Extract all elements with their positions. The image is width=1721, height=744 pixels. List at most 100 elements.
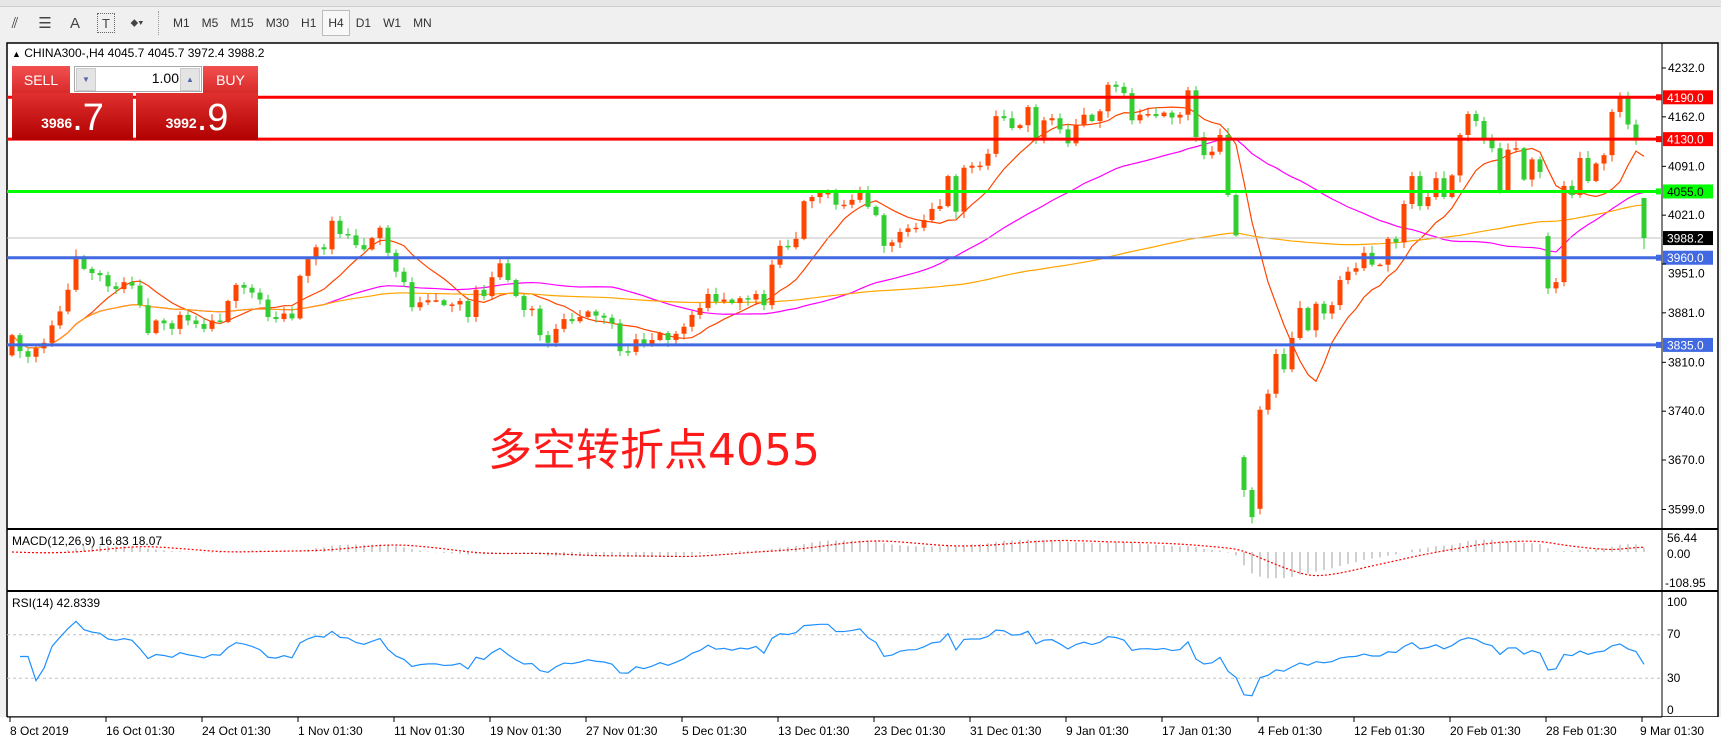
candle bbox=[369, 236, 375, 251]
candle-body bbox=[1089, 114, 1095, 122]
candle-body bbox=[1201, 137, 1207, 156]
candle-body bbox=[913, 227, 919, 230]
buy-button[interactable]: BUY bbox=[203, 66, 258, 94]
candle-body bbox=[1425, 197, 1431, 207]
candle-body bbox=[1329, 305, 1335, 314]
candle-body bbox=[1561, 185, 1567, 283]
candle-body bbox=[1033, 107, 1039, 138]
lot-increase-button[interactable]: ▲ bbox=[180, 68, 200, 91]
text-label-icon[interactable]: T bbox=[97, 13, 115, 33]
candle-body bbox=[89, 268, 95, 274]
price-axis-label: 4091.0 bbox=[1668, 159, 1705, 173]
lot-size-value[interactable]: 1.00 bbox=[151, 70, 179, 86]
candle bbox=[753, 290, 759, 306]
level-handle bbox=[1656, 94, 1662, 101]
candle-body bbox=[1361, 252, 1367, 269]
candle-body bbox=[505, 263, 511, 281]
candle-body bbox=[561, 319, 567, 329]
candle-body bbox=[617, 323, 623, 352]
candle bbox=[217, 313, 223, 324]
candle bbox=[897, 228, 903, 248]
candle-body bbox=[289, 313, 295, 319]
timeframe-h1[interactable]: H1 bbox=[301, 16, 317, 30]
candle bbox=[553, 323, 559, 347]
candle-body bbox=[145, 305, 151, 334]
candle-body bbox=[889, 242, 895, 246]
candle-body bbox=[1401, 204, 1407, 243]
timeframe-mn[interactable]: MN bbox=[413, 16, 432, 30]
candle bbox=[353, 229, 359, 248]
timeframe-m30[interactable]: M30 bbox=[265, 16, 290, 30]
candle-body bbox=[1217, 134, 1223, 152]
candle-body bbox=[1577, 157, 1583, 195]
candle-body bbox=[369, 238, 375, 250]
sell-button[interactable]: SELL bbox=[12, 66, 70, 94]
candle bbox=[57, 305, 63, 329]
candle-body bbox=[817, 192, 823, 198]
upper-toolbar-strip bbox=[0, 0, 1721, 7]
fibonacci-expansion-icon[interactable]: ⫽ bbox=[11, 14, 19, 32]
timeframe-d1[interactable]: D1 bbox=[355, 16, 372, 30]
candle-body bbox=[1385, 238, 1391, 265]
candle-body bbox=[1177, 114, 1183, 118]
candle-body bbox=[1297, 307, 1303, 338]
candle-body bbox=[873, 206, 879, 216]
candle bbox=[401, 267, 407, 288]
candle bbox=[281, 307, 287, 322]
fibonacci-fan-icon[interactable]: ☰ bbox=[38, 15, 52, 32]
sell-price-button[interactable]: 3986.7 bbox=[12, 93, 133, 140]
date-axis-label: 11 Nov 01:30 bbox=[394, 724, 465, 738]
candle-body bbox=[865, 192, 871, 207]
date-axis-label: 31 Dec 01:30 bbox=[970, 724, 1042, 738]
candle-body bbox=[337, 220, 343, 235]
date-axis-label: 19 Nov 01:30 bbox=[490, 724, 562, 738]
candle bbox=[601, 312, 607, 324]
date-axis-label: 4 Feb 01:30 bbox=[1258, 724, 1322, 738]
candle bbox=[409, 277, 415, 312]
candle bbox=[153, 319, 159, 335]
price-axis-label: 3881.0 bbox=[1668, 306, 1705, 320]
candle bbox=[193, 315, 199, 329]
candle-body bbox=[1449, 175, 1455, 198]
candle bbox=[1217, 128, 1223, 155]
candle-body bbox=[857, 192, 863, 200]
candle bbox=[465, 297, 471, 323]
lot-decrease-button[interactable]: ▼ bbox=[76, 68, 96, 91]
candle-body bbox=[625, 351, 631, 353]
level-handle bbox=[1656, 254, 1662, 261]
candle-body bbox=[521, 296, 527, 311]
candle bbox=[537, 305, 543, 341]
candle bbox=[529, 305, 535, 317]
candle bbox=[1505, 143, 1511, 193]
timeframe-m15[interactable]: M15 bbox=[230, 16, 254, 30]
candle-body bbox=[545, 335, 551, 343]
arrows-dropdown-icon[interactable]: ⬥▾ bbox=[130, 16, 144, 29]
candle-body bbox=[249, 287, 255, 293]
candle-body bbox=[1169, 112, 1175, 118]
collapse-arrow-icon[interactable]: ▲ bbox=[12, 49, 21, 59]
candle-body bbox=[489, 277, 495, 297]
candle-body bbox=[313, 247, 319, 260]
lot-size-input[interactable]: ▼ 1.00 ▲ bbox=[74, 66, 202, 92]
date-axis-label: 23 Dec 01:30 bbox=[874, 724, 946, 738]
candle-body bbox=[1601, 155, 1607, 164]
candle bbox=[89, 266, 95, 281]
candle bbox=[97, 270, 103, 282]
timeframe-h4[interactable]: H4 bbox=[322, 10, 350, 36]
timeframe-m1[interactable]: M1 bbox=[173, 16, 190, 30]
text-icon[interactable]: A bbox=[69, 14, 80, 32]
candle-body bbox=[1617, 95, 1623, 112]
buy-price-button[interactable]: 3992.9 bbox=[136, 93, 258, 140]
candle bbox=[1161, 111, 1167, 118]
candle bbox=[1425, 191, 1431, 210]
candle bbox=[1377, 263, 1383, 267]
timeframe-m5[interactable]: M5 bbox=[201, 16, 219, 30]
candle-body bbox=[673, 333, 679, 341]
timeframe-w1[interactable]: W1 bbox=[383, 16, 402, 30]
candle bbox=[1057, 113, 1063, 134]
chart-frame bbox=[6, 42, 1719, 718]
candle bbox=[273, 311, 279, 323]
candle-body bbox=[137, 285, 143, 306]
candle-body bbox=[713, 293, 719, 302]
